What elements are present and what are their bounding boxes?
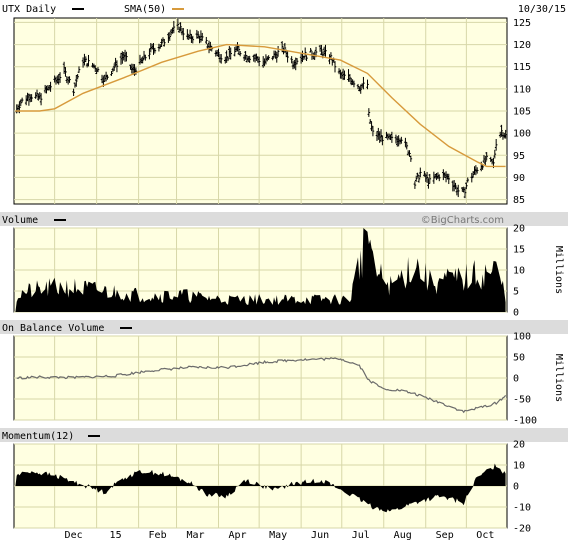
y-tick-label: 110 <box>513 84 531 95</box>
momentum-header-bar <box>0 428 568 442</box>
volume-swatch <box>54 219 66 221</box>
y-tick-label: 105 <box>513 107 531 118</box>
sma-swatch <box>172 8 184 10</box>
obv-title: On Balance Volume <box>2 323 104 334</box>
y-tick-label: 5 <box>513 287 519 298</box>
obv-panel: On Balance Volume -100 -50 0 50 100 Millions <box>0 320 568 427</box>
momentum-y-ticks: -20 -10 0 10 20 <box>513 440 531 535</box>
y-tick-label: -10 <box>513 503 531 514</box>
y-tick-label: 100 <box>513 129 531 140</box>
sma-line <box>15 43 506 168</box>
sma-label: SMA(50) <box>124 4 166 15</box>
x-tick-label: 15 <box>110 530 122 541</box>
momentum-swatch <box>88 435 100 437</box>
obv-unit: Millions <box>553 354 564 402</box>
y-tick-label: -50 <box>513 395 531 406</box>
watermark: ©BigCharts.com <box>421 215 504 226</box>
momentum-panel: Momentum(12) -20 -10 0 10 20 <box>0 428 568 535</box>
volume-area <box>15 228 506 312</box>
volume-unit: Millions <box>553 246 564 294</box>
obv-header-bar <box>0 320 568 334</box>
price-y-ticks: 85 90 95 100 105 110 115 120 125 <box>513 18 531 206</box>
obv-y-ticks: -100 -50 0 50 100 <box>513 332 537 427</box>
y-tick-label: 0 <box>513 482 519 493</box>
price-series <box>15 18 507 199</box>
y-tick-label: 15 <box>513 245 525 256</box>
y-tick-label: 0 <box>513 374 519 385</box>
y-tick-label: 115 <box>513 62 531 73</box>
x-tick-label: Sep <box>436 530 454 541</box>
obv-line <box>16 357 507 414</box>
y-tick-label: 0 <box>513 308 519 319</box>
ticker-label: UTX Daily <box>2 4 56 15</box>
y-tick-label: 120 <box>513 40 531 51</box>
x-tick-label: Aug <box>394 530 412 541</box>
y-tick-label: 50 <box>513 353 525 364</box>
volume-y-ticks: 0 5 10 15 20 <box>513 224 525 319</box>
volume-header-bar <box>0 212 568 226</box>
x-tick-label: Jun <box>311 530 329 541</box>
x-tick-label: Apr <box>228 530 246 541</box>
y-tick-label: -100 <box>513 416 537 427</box>
volume-title: Volume <box>2 215 38 226</box>
volume-panel: Volume ©BigCharts.com 0 5 10 15 20 Millions <box>0 212 568 319</box>
x-tick-label: Oct <box>476 530 494 541</box>
y-tick-label: 95 <box>513 151 525 162</box>
y-tick-label: 100 <box>513 332 531 343</box>
x-tick-label: Mar <box>186 530 204 541</box>
obv-grid <box>14 335 507 421</box>
momentum-title: Momentum(12) <box>2 431 74 442</box>
x-tick-label: Dec <box>65 530 83 541</box>
x-tick-label: Jul <box>352 530 370 541</box>
price-panel: 85 90 95 100 105 110 115 120 125 <box>13 17 531 206</box>
y-tick-label: 20 <box>513 440 525 451</box>
obv-swatch <box>120 327 132 329</box>
y-tick-label: 90 <box>513 173 525 184</box>
y-tick-label: 20 <box>513 224 525 235</box>
y-tick-label: 10 <box>513 461 525 472</box>
x-tick-label: Feb <box>149 530 167 541</box>
momentum-area <box>15 463 506 513</box>
y-tick-label: 125 <box>513 18 531 29</box>
y-tick-label: 10 <box>513 266 525 277</box>
x-tick-label: May <box>269 530 287 541</box>
x-axis-labels: Dec 15 Feb Mar Apr May Jun Jul Aug Sep Oct <box>65 530 495 541</box>
chart-header: UTX Daily SMA(50) 10/30/15 <box>2 4 566 15</box>
ticker-swatch <box>72 8 84 10</box>
chart-date: 10/30/15 <box>518 4 566 15</box>
y-tick-label: -20 <box>513 524 531 535</box>
price-grid <box>14 18 507 204</box>
y-tick-label: 85 <box>513 195 525 206</box>
